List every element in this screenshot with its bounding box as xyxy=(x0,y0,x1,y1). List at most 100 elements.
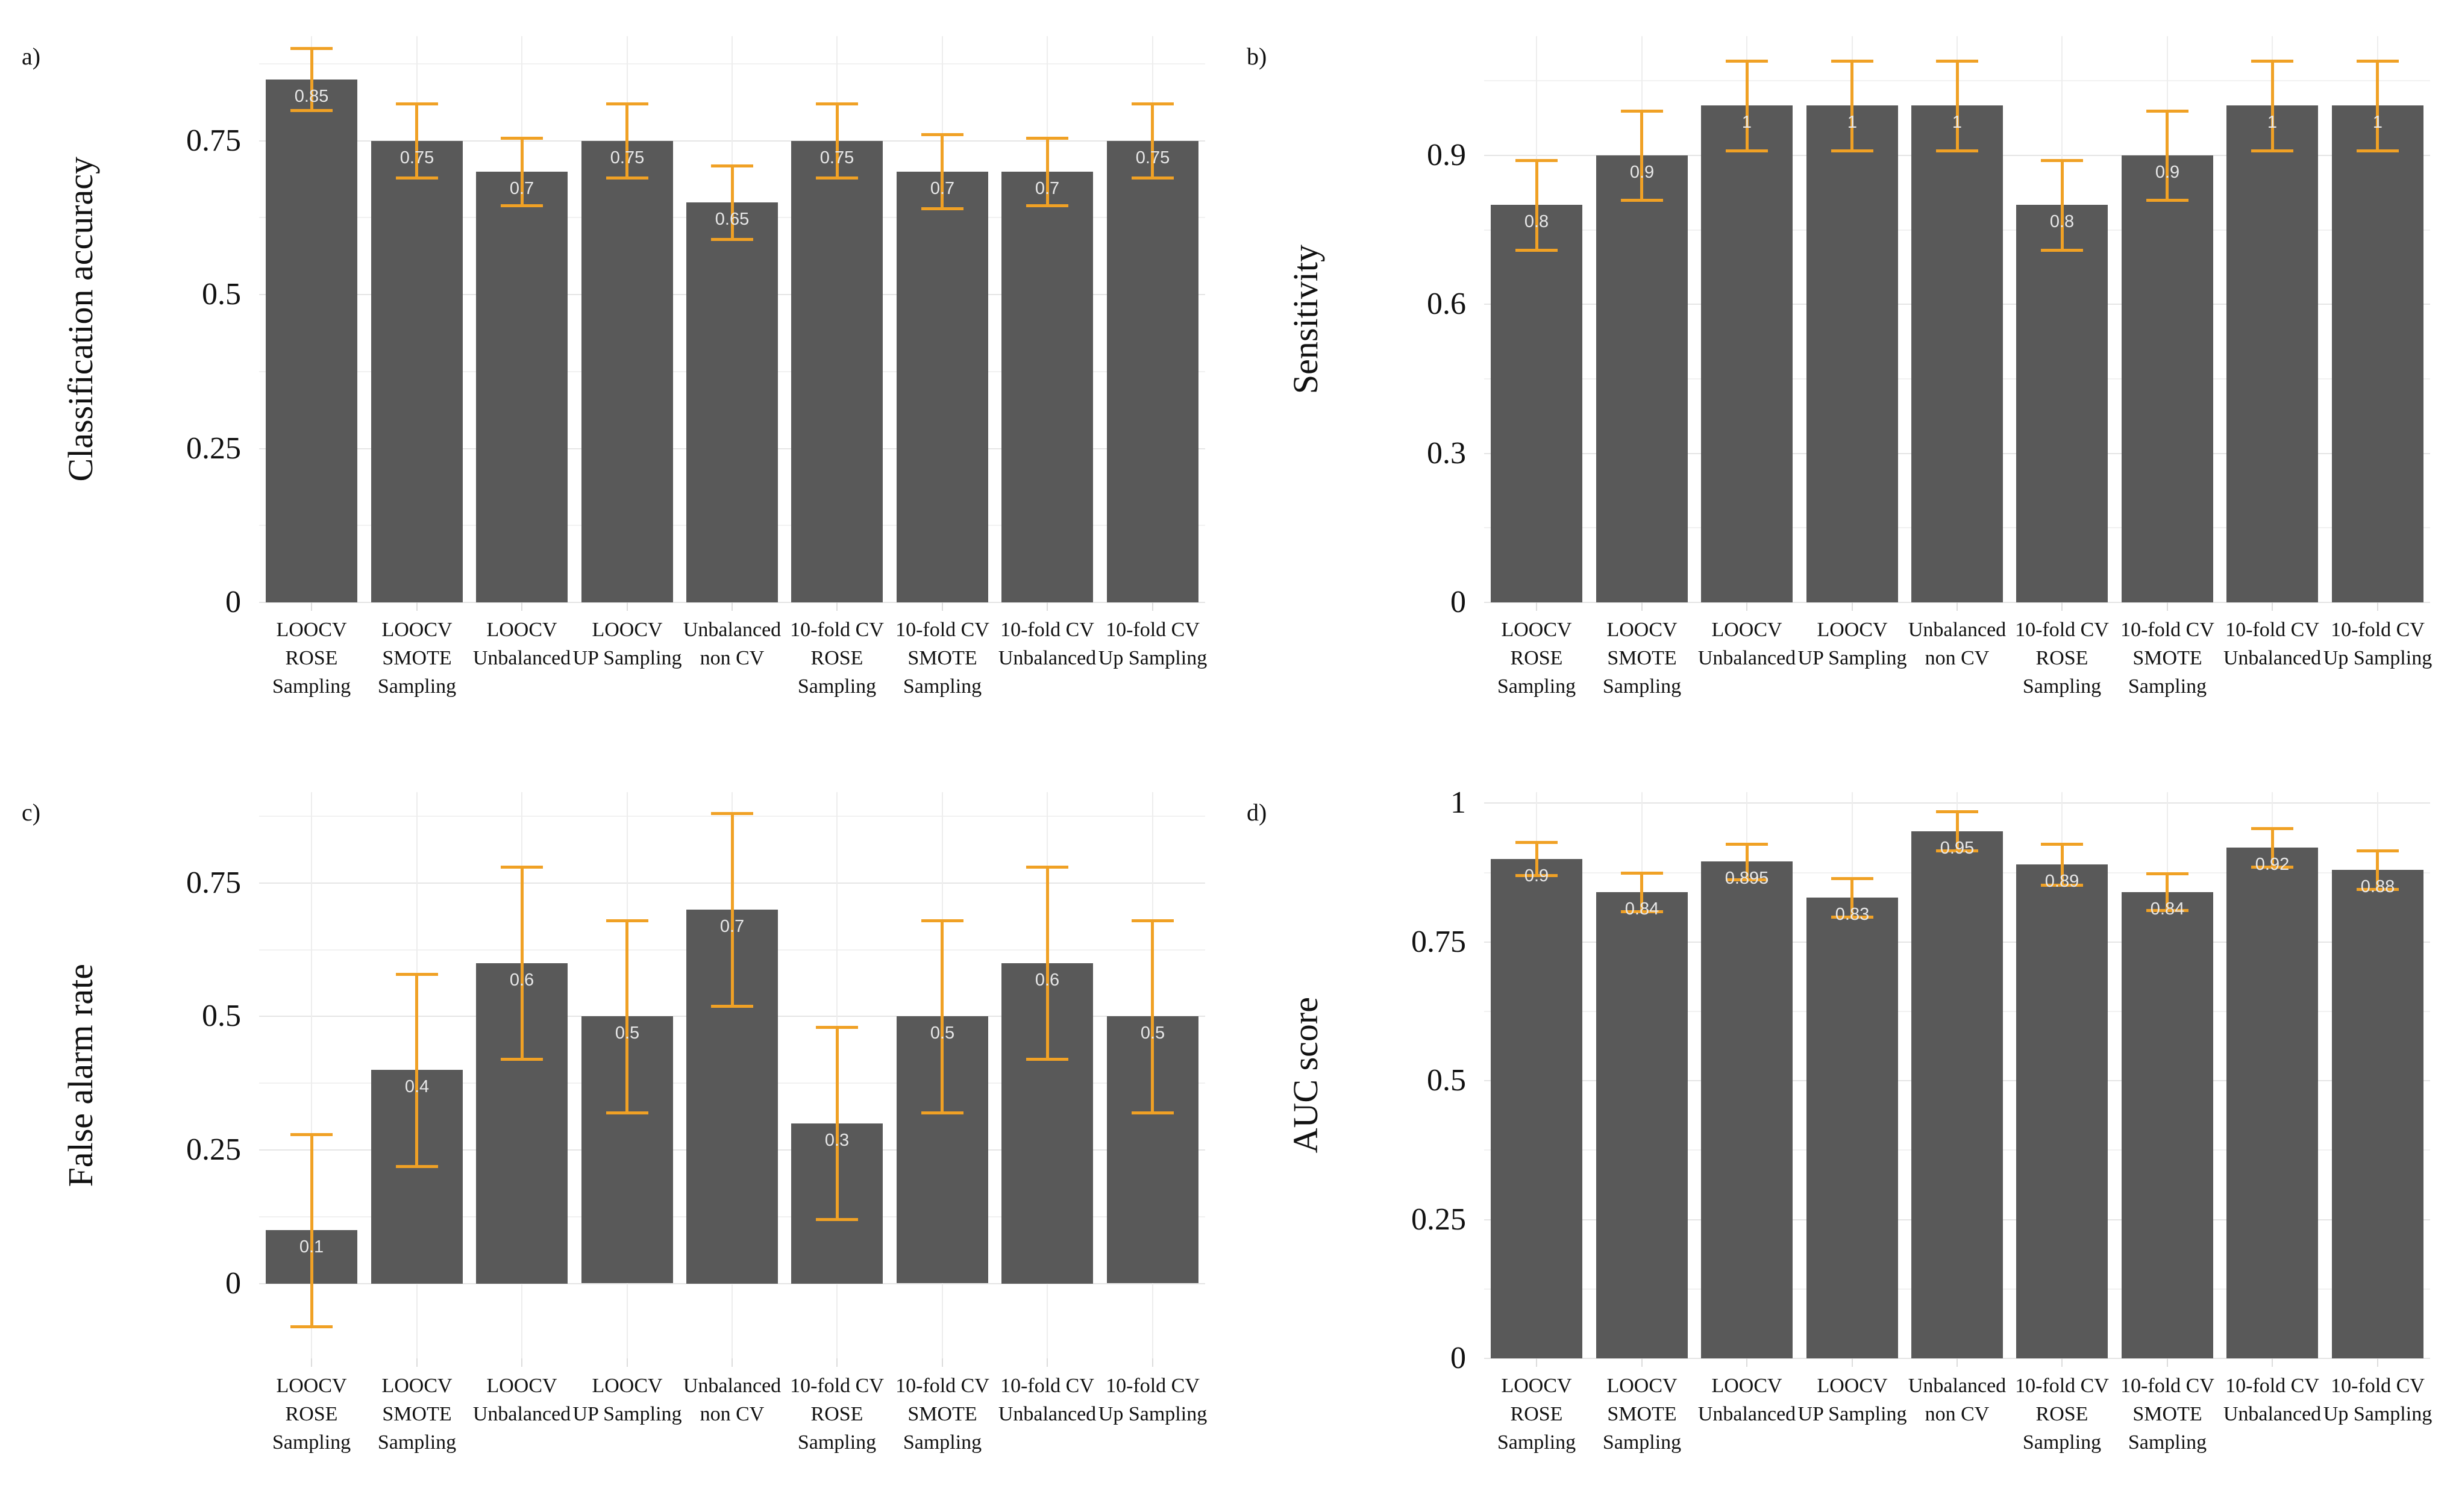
x-category-label-line: non CV xyxy=(1925,647,1990,669)
error-bar-cap-top xyxy=(711,164,753,167)
error-bar-cap-bottom xyxy=(2357,149,2399,152)
error-bar-line xyxy=(1046,867,1049,1059)
x-category-label-line: 10-fold CV xyxy=(1000,1375,1094,1397)
bar-value-label: 1 xyxy=(2372,113,2383,132)
error-bar-cap-top xyxy=(1621,872,1663,875)
x-category-label: LOOCV ROSE Sampling xyxy=(1458,616,1615,701)
x-category-label-line: LOOCV xyxy=(592,1375,663,1397)
error-bar-cap-top xyxy=(2146,872,2188,875)
error-bar-cap-bottom xyxy=(2146,909,2188,912)
x-category-label-line: Unbalanced xyxy=(2223,1403,2322,1425)
y-axis-ticks: 0 0.25 0.5 0.75 xyxy=(90,792,241,1358)
x-category-label: 10-fold CV ROSE Sampling xyxy=(759,1372,915,1457)
bar-value-label: 0.85 xyxy=(294,87,329,106)
x-category-label: Unbalanced non CV xyxy=(1879,616,2035,672)
error-bar-line xyxy=(941,134,944,208)
bar-value-label: 0.84 xyxy=(2150,899,2185,919)
plot-area: 0.9 0.84 0.895 0.83 0.95 0.89 0.84 0.92 0.88 xyxy=(1484,792,2430,1367)
error-bar-cap-top xyxy=(1831,877,1873,880)
error-bar-cap-top xyxy=(290,47,333,50)
x-category-label-line: Sampling xyxy=(2128,675,2207,698)
x-category-label: LOOCV Unbalanced xyxy=(443,1372,600,1428)
error-bar-line xyxy=(1850,878,1853,917)
x-category-label: LOOCV SMOTE Sampling xyxy=(1564,1372,1720,1457)
bar xyxy=(2122,155,2213,602)
error-bar-cap-bottom xyxy=(711,1005,753,1008)
panel-a: a) Classification accuracy 0 0.25 0.5 0.75 … xyxy=(0,0,1225,756)
plot-area: 0.85 0.75 0.7 0.75 0.65 0.75 0.7 0.7 0.75 xyxy=(259,36,1205,611)
x-tick-mark xyxy=(2061,602,2063,611)
bar xyxy=(476,172,568,602)
y-tick-label: 0.5 xyxy=(202,277,241,311)
error-bar-line xyxy=(2166,873,2169,910)
x-tick-mark xyxy=(2061,1358,2063,1367)
x-category-label-line: Sampling xyxy=(1497,675,1576,698)
bar xyxy=(2332,105,2423,602)
y-tick-label: 0 xyxy=(225,1266,241,1301)
x-category-label: Unbalanced non CV xyxy=(654,1372,810,1428)
error-bar-line xyxy=(836,104,839,178)
bar-value-label: 0.75 xyxy=(819,148,854,167)
bar-value-label: 0.83 xyxy=(1835,905,1870,924)
x-category-label-line: LOOCV xyxy=(1711,1375,1782,1397)
bar-value-label: 1 xyxy=(1952,113,1963,132)
error-bar-cap-top xyxy=(396,973,438,976)
x-category-label-line: non CV xyxy=(700,1403,765,1425)
x-category-label-line: Unbalanced xyxy=(998,1403,1097,1425)
bar-value-label: 0.65 xyxy=(715,210,750,229)
error-bar-cap-bottom xyxy=(290,109,333,112)
x-category-label-line: ROSE xyxy=(810,1403,863,1425)
error-bar-line xyxy=(1640,111,1643,200)
x-category-label: LOOCV UP Sampling xyxy=(549,616,706,672)
error-bar-line xyxy=(1046,138,1049,205)
x-tick-mark xyxy=(521,602,522,611)
error-bar-cap-top xyxy=(1026,866,1068,869)
y-tick-label: 0.6 xyxy=(1427,287,1466,321)
x-category-label-line: ROSE xyxy=(285,647,338,669)
x-tick-mark xyxy=(1641,1358,1643,1367)
error-bar-cap-top xyxy=(1026,137,1068,140)
error-bar-cap-bottom xyxy=(2357,888,2399,891)
x-category-label: 10-fold CV SMOTE Sampling xyxy=(2089,1372,2246,1457)
bar xyxy=(1806,898,1898,1358)
bar-value-label: 0.89 xyxy=(2044,872,2079,891)
x-tick-mark xyxy=(1536,602,1537,611)
error-bar-cap-bottom xyxy=(1831,916,1873,919)
error-bar-cap-bottom xyxy=(2251,866,2293,869)
error-bar-line xyxy=(2271,61,2274,150)
x-category-label: LOOCV ROSE Sampling xyxy=(233,616,390,701)
bar xyxy=(1596,892,1688,1358)
error-bar-cap-bottom xyxy=(1726,149,1768,152)
y-tick-label: 0 xyxy=(1450,585,1466,619)
x-category-label: LOOCV UP Sampling xyxy=(549,1372,706,1428)
bar xyxy=(1001,172,1093,602)
x-tick-mark xyxy=(1957,602,1958,611)
x-category-label-line: 10-fold CV xyxy=(2015,1375,2109,1397)
error-bar-line xyxy=(310,48,313,110)
x-category-label-line: UP Sampling xyxy=(572,647,682,669)
x-category-label-line: 10-fold CV xyxy=(2225,619,2319,641)
x-category-label-line: SMOTE xyxy=(1607,647,1677,669)
error-bar-cap-bottom xyxy=(606,1111,648,1114)
x-category-label: 10-fold CV Unbalanced xyxy=(969,1372,1126,1428)
x-tick-mark xyxy=(732,1358,733,1367)
x-category-label-line: UP Sampling xyxy=(1797,647,1907,669)
x-category-label: LOOCV ROSE Sampling xyxy=(1458,1372,1615,1457)
x-tick-mark xyxy=(416,602,418,611)
error-bar-cap-top xyxy=(2041,843,2083,846)
error-bar-line xyxy=(1850,61,1853,150)
x-category-label-line: LOOCV xyxy=(486,619,557,641)
panel-c: c) False alarm rate 0 0.25 0.5 0.75 0.1 0.4 0… xyxy=(0,756,1225,1512)
bar-value-label: 1 xyxy=(1847,113,1858,132)
x-category-label-line: LOOCV xyxy=(1711,619,1782,641)
x-category-label-line: LOOCV xyxy=(381,619,453,641)
x-category-label-line: Up Sampling xyxy=(1098,1403,1208,1425)
error-bar-line xyxy=(2376,61,2379,150)
x-category-label: 10-fold CV Up Sampling xyxy=(1074,1372,1231,1428)
error-bar-line xyxy=(2061,844,2064,885)
error-bar-cap-bottom xyxy=(1026,204,1068,207)
x-category-label-line: Unbalanced xyxy=(683,619,782,641)
bar xyxy=(2226,105,2318,602)
x-category-label-line: Sampling xyxy=(797,1431,877,1454)
bar-value-label: 0.4 xyxy=(404,1077,430,1096)
